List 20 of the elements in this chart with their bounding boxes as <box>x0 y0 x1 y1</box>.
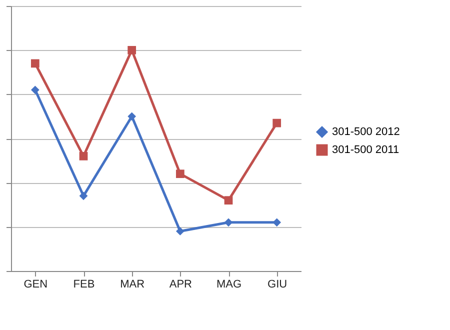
point <box>272 218 282 227</box>
x-tick-label: FEB <box>73 278 95 290</box>
point <box>176 170 184 178</box>
x-tick-label: GIU <box>268 278 288 290</box>
legend-label: 301-500 2012 <box>332 126 400 138</box>
point <box>224 196 233 205</box>
point <box>79 152 88 160</box>
x-tick-label: MAR <box>120 278 145 290</box>
x-tick-label: GEN <box>24 278 48 290</box>
point <box>224 218 233 227</box>
point <box>30 59 40 68</box>
point <box>30 86 40 94</box>
x-tick-label: MAG <box>216 278 242 290</box>
point <box>176 227 184 236</box>
point <box>128 46 136 54</box>
legend-label: 301-500 2011 <box>332 144 400 156</box>
point <box>272 118 282 128</box>
point <box>79 192 88 200</box>
x-tick-label: APR <box>169 278 192 290</box>
point <box>128 112 136 121</box>
